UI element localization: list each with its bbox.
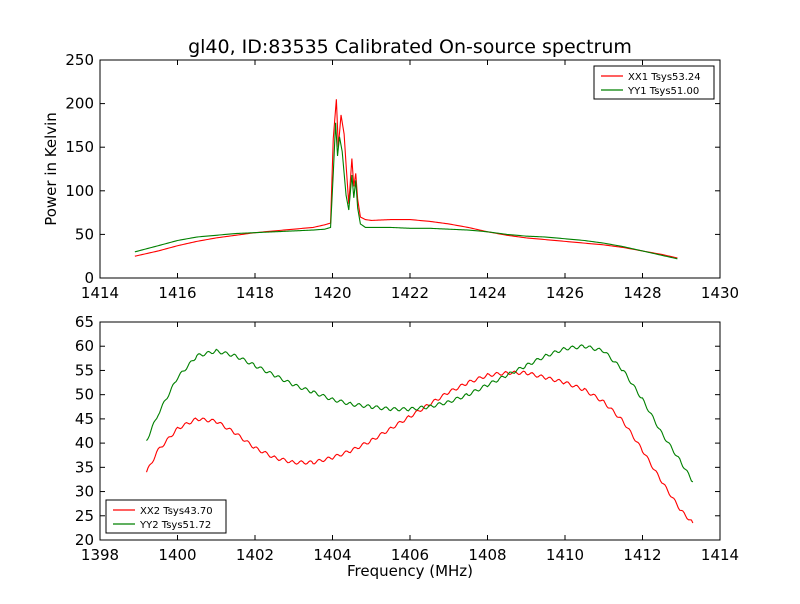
- y-tick-label: 55: [75, 361, 94, 379]
- top-plot: 1414 1416 1418 1420 1422 1424 1426 1428 1430 0 50 1…: [65, 51, 739, 302]
- x-tick-label: 1422: [391, 284, 429, 302]
- series-line-1-2: [134, 122, 678, 260]
- x-tick-label: 1406: [391, 546, 429, 564]
- x-tick-label: 1410: [546, 546, 584, 564]
- x-tick-label: 1426: [546, 284, 584, 302]
- legend-box: [105, 499, 227, 534]
- series-line-1-1: [134, 99, 678, 259]
- x-tick-label: 1414: [701, 546, 739, 564]
- y-tick-label: 250: [65, 51, 94, 69]
- x-tick-label: 1414: [81, 284, 119, 302]
- y-tick-label: 30: [75, 483, 94, 501]
- x-tick-label: 1418: [236, 284, 274, 302]
- x-tick-label: 1430: [701, 284, 739, 302]
- legend-entry: YY1 Tsys51.00: [627, 86, 699, 97]
- x-tick-label: 1402: [236, 546, 274, 564]
- legend-entry: XX1 Tsys53.24: [628, 72, 701, 83]
- x-tick-label: 1412: [623, 546, 661, 564]
- legend-entry: YY2 Tsys51.72: [139, 520, 211, 531]
- x-tick-label: 1420: [313, 284, 351, 302]
- y-tick-label: 50: [75, 386, 94, 404]
- top-y-axis-label: Power in Kelvin: [42, 112, 60, 226]
- y-tick-label: 35: [75, 458, 94, 476]
- x-tick-label: 1428: [623, 284, 661, 302]
- y-tick-label: 200: [65, 95, 94, 113]
- series-line-2-1: [145, 370, 694, 524]
- y-tick-label: 60: [75, 337, 94, 355]
- bottom-plot: 1398 1400 1402 1404 1406 1408 1410 1412 1414 20 25…: [75, 313, 739, 564]
- chart-title: gl40, ID:83535 Calibrated On-source spec…: [188, 36, 632, 58]
- x-tick-label: 1416: [158, 284, 196, 302]
- y-tick-label: 150: [65, 138, 94, 156]
- y-tick-label: 50: [75, 225, 94, 243]
- series-group: [145, 344, 694, 524]
- series-line-2-2: [146, 344, 694, 483]
- y-tick-label: 20: [75, 531, 94, 549]
- x-tick-label: 1424: [468, 284, 506, 302]
- x-tick-label: 1400: [158, 546, 196, 564]
- y-tick-label: 40: [75, 434, 94, 452]
- x-tick-label: 1408: [468, 546, 506, 564]
- legend: XX2 Tsys43.70 YY2 Tsys51.72: [105, 499, 227, 534]
- legend: XX1 Tsys53.24 YY1 Tsys51.00: [593, 65, 715, 100]
- x-tick-label: 1404: [313, 546, 351, 564]
- y-tick-label: 25: [75, 507, 94, 525]
- x-axis-label: Frequency (MHz): [347, 562, 473, 580]
- y-tick-label: 45: [75, 410, 94, 428]
- y-tick-label: 0: [84, 269, 94, 287]
- y-tick-label: 100: [65, 182, 94, 200]
- x-tick-label: 1398: [81, 546, 119, 564]
- y-tick-label: 65: [75, 313, 94, 331]
- legend-entry: XX2 Tsys43.70: [140, 506, 213, 517]
- series-group: [134, 99, 678, 260]
- legend-box: [593, 65, 715, 100]
